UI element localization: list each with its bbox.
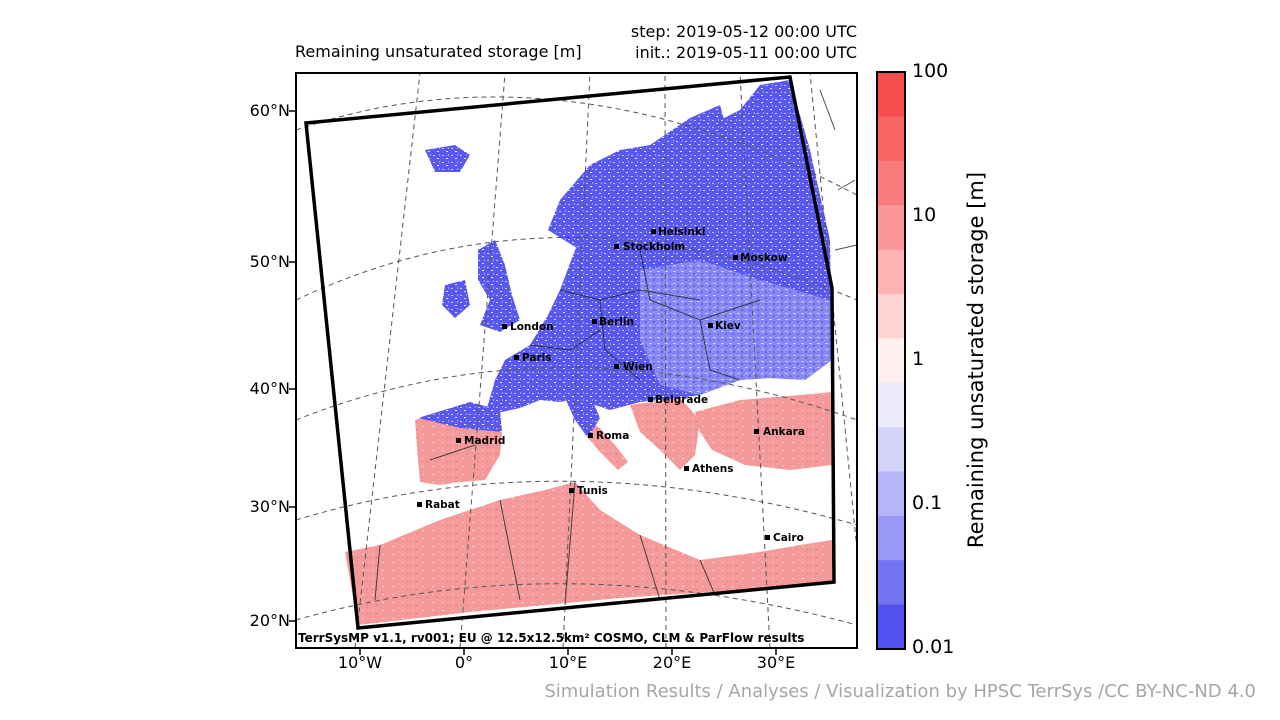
city-madrid[interactable]: Madrid (456, 435, 505, 447)
lat-label-50n: 50°N (249, 252, 290, 271)
colorbar-segment (877, 382, 905, 428)
time-info: step: 2019-05-12 00:00 UTC init.: 2019-0… (631, 21, 857, 63)
colorbar-segment (877, 471, 905, 517)
city-markers: Helsinki Stockholm Moskow London Berlin … (417, 226, 805, 544)
city-athens[interactable]: Athens (684, 463, 733, 475)
lat-label-30n: 30°N (249, 497, 290, 516)
lon-label-30e: 30°E (756, 653, 796, 672)
italy-south (585, 420, 628, 470)
colorbar-segment (877, 116, 905, 162)
colorbar-segment (877, 338, 905, 384)
city-belgrade[interactable]: Belgrade (648, 394, 708, 406)
svg-text:Roma: Roma (596, 430, 629, 442)
colorbar-segment (877, 160, 905, 206)
svg-text:Cairo: Cairo (773, 532, 804, 544)
city-rabat[interactable]: Rabat (417, 499, 460, 511)
colorbar-label: Remaining unsaturated storage [m] (964, 171, 988, 549)
svg-text:Tunis: Tunis (577, 485, 608, 497)
spain-north-blue (418, 402, 502, 432)
city-wien[interactable]: Wien (614, 361, 653, 373)
map-frame (295, 72, 858, 649)
svg-text:Ankara: Ankara (763, 426, 805, 438)
city-moskow[interactable]: Moskow (733, 252, 788, 264)
city-kiev[interactable]: Kiev (708, 320, 741, 332)
colorbar-segment (877, 249, 905, 295)
city-cairo[interactable]: Cairo (765, 532, 804, 544)
map-title: Remaining unsaturated storage [m] (295, 42, 582, 61)
colorbar-tick-0-1: 0.1 (912, 492, 943, 514)
colorbar-frame (876, 71, 906, 650)
city-stockholm[interactable]: Stockholm (614, 241, 685, 253)
svg-text:Kiev: Kiev (715, 320, 741, 332)
svg-text:London: London (510, 321, 554, 333)
colorbar-segment (877, 515, 905, 561)
lon-label-20e: 20°E (652, 653, 692, 672)
lat-label-60n: 60°N (249, 101, 290, 120)
model-domain-boundary (304, 75, 836, 630)
lon-label-10w: 10°W (337, 653, 383, 672)
colorbar (876, 71, 906, 650)
lat-label-40n: 40°N (249, 379, 290, 398)
svg-text:Rabat: Rabat (425, 499, 460, 511)
colorbar-segment (877, 293, 905, 339)
city-helsinki[interactable]: Helsinki (651, 226, 705, 238)
svg-text:Paris: Paris (522, 352, 552, 364)
ireland-land (442, 280, 470, 318)
city-paris[interactable]: Paris (514, 352, 552, 364)
colorbar-tick-10: 10 (912, 204, 937, 226)
map-footer: TerrSysMP v1.1, rv001; EU @ 12.5x12.5km²… (298, 631, 804, 645)
svg-text:Madrid: Madrid (464, 435, 505, 447)
lon-label-10e: 10°E (548, 653, 588, 672)
city-ankara[interactable]: Ankara (754, 426, 805, 438)
balkans-land (630, 398, 700, 470)
colorbar-tick-100: 100 (912, 60, 949, 82)
svg-text:Athens: Athens (692, 463, 733, 475)
colorbar-segment (877, 560, 905, 606)
italy-north (565, 395, 600, 438)
svg-text:Wien: Wien (623, 361, 653, 373)
init-time: init.: 2019-05-11 00:00 UTC (635, 43, 857, 62)
credit-text: Simulation Results / Analyses / Visualiz… (544, 681, 1256, 702)
north-africa-land (345, 482, 834, 625)
colorbar-segment (877, 205, 905, 251)
svg-text:Belgrade: Belgrade (655, 394, 708, 406)
city-roma[interactable]: Roma (588, 430, 629, 442)
city-tunis[interactable]: Tunis (569, 485, 608, 497)
svg-text:Moskow: Moskow (740, 252, 788, 264)
great-britain-land (478, 240, 520, 332)
colorbar-segment (877, 72, 905, 117)
colorbar-segment (877, 604, 905, 650)
lat-label-20n: 20°N (249, 611, 290, 630)
city-berlin[interactable]: Berlin (592, 316, 634, 328)
colorbar-tick-1: 1 (912, 348, 925, 370)
scandinavia-land (548, 105, 735, 260)
turkey-land (695, 392, 832, 470)
lon-label-0: 0° (454, 653, 474, 672)
eastern-europe-light (640, 260, 832, 395)
svg-text:Helsinki: Helsinki (658, 226, 705, 238)
city-london[interactable]: London (502, 321, 554, 333)
iceland-land (425, 145, 470, 172)
colorbar-tick-0-01: 0.01 (912, 636, 955, 658)
svg-text:Berlin: Berlin (599, 316, 634, 328)
colorbar-segment (877, 427, 905, 472)
svg-text:Stockholm: Stockholm (623, 241, 685, 253)
step-time: step: 2019-05-12 00:00 UTC (630, 22, 857, 41)
